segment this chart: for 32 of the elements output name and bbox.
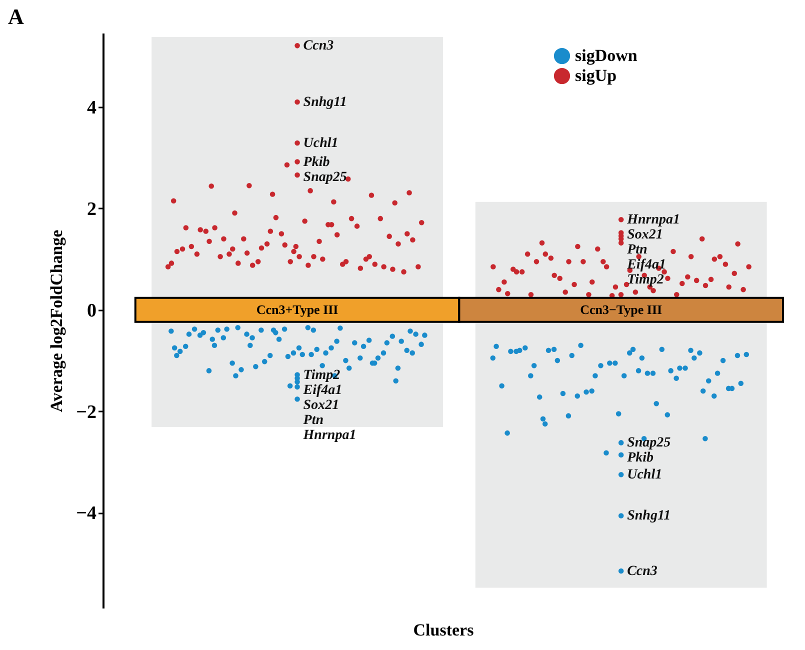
annotation: Timp2: [303, 368, 340, 383]
chart-title: A: [8, 4, 24, 29]
annotation: Uchl1: [627, 468, 662, 483]
y-tick-label: 0: [87, 300, 96, 322]
annotation: Ptn: [303, 412, 324, 428]
annotation: Timp2: [627, 272, 664, 288]
x-tick-label: Ccn3+Type III: [256, 302, 338, 317]
annotation: Uchl1: [303, 136, 338, 152]
x-axis-title: Clusters: [413, 620, 474, 640]
annotation: Pkib: [303, 154, 330, 170]
y-tick-label: 4: [87, 98, 97, 119]
annotation: Ccn3: [303, 38, 334, 54]
y-tick-label: −2: [76, 402, 96, 423]
annotation: Pkib: [627, 450, 654, 466]
legend-label: sigUp: [575, 66, 617, 85]
annotation: Ccn3: [627, 564, 658, 579]
annotation: Hnrnpa1: [626, 212, 680, 228]
annotation: Ptn: [627, 242, 648, 258]
annotation: Snap25: [627, 436, 671, 451]
annotation: Sox21: [303, 398, 340, 413]
annotation: Sox21: [627, 228, 663, 243]
annotation: Snap25: [303, 170, 347, 185]
y-axis-title: Average log2FoldChange: [47, 229, 66, 412]
legend-label: sigDown: [575, 46, 638, 65]
annotation: Hnrnpa1: [302, 428, 356, 443]
y-tick-label: 2: [87, 198, 96, 220]
y-tick-label: −4: [76, 503, 97, 524]
annotation: Snhg11: [303, 94, 347, 110]
annotation: Eif4a1: [626, 258, 666, 273]
annotation: Eif4a1: [302, 382, 342, 398]
annotation: Snhg11: [627, 508, 671, 524]
x-tick-label: Ccn3−Type III: [580, 302, 662, 317]
